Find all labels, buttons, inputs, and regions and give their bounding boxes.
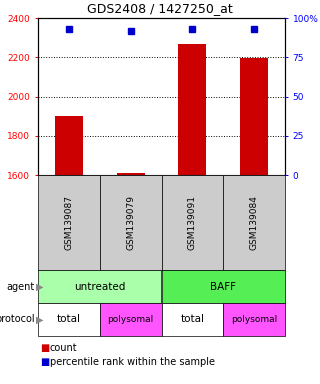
Text: ▶: ▶ xyxy=(36,281,44,291)
Text: GSM139091: GSM139091 xyxy=(188,195,197,250)
Text: polysomal: polysomal xyxy=(108,315,154,324)
Text: GDS2408 / 1427250_at: GDS2408 / 1427250_at xyxy=(87,2,233,15)
Text: GSM139087: GSM139087 xyxy=(64,195,73,250)
Text: ▶: ▶ xyxy=(36,314,44,324)
Bar xyxy=(179,43,206,175)
Text: percentile rank within the sample: percentile rank within the sample xyxy=(50,357,215,367)
Text: BAFF: BAFF xyxy=(210,281,236,291)
Text: total: total xyxy=(180,314,204,324)
Text: ■: ■ xyxy=(40,343,49,353)
Text: GSM139084: GSM139084 xyxy=(250,195,259,250)
Text: GSM139079: GSM139079 xyxy=(126,195,135,250)
Text: polysomal: polysomal xyxy=(231,315,277,324)
Bar xyxy=(117,173,145,175)
Text: protocol: protocol xyxy=(0,314,35,324)
Text: agent: agent xyxy=(7,281,35,291)
Bar xyxy=(55,116,83,175)
Bar xyxy=(240,58,268,175)
Text: count: count xyxy=(50,343,78,353)
Text: total: total xyxy=(57,314,81,324)
Text: untreated: untreated xyxy=(74,281,125,291)
Text: ■: ■ xyxy=(40,357,49,367)
